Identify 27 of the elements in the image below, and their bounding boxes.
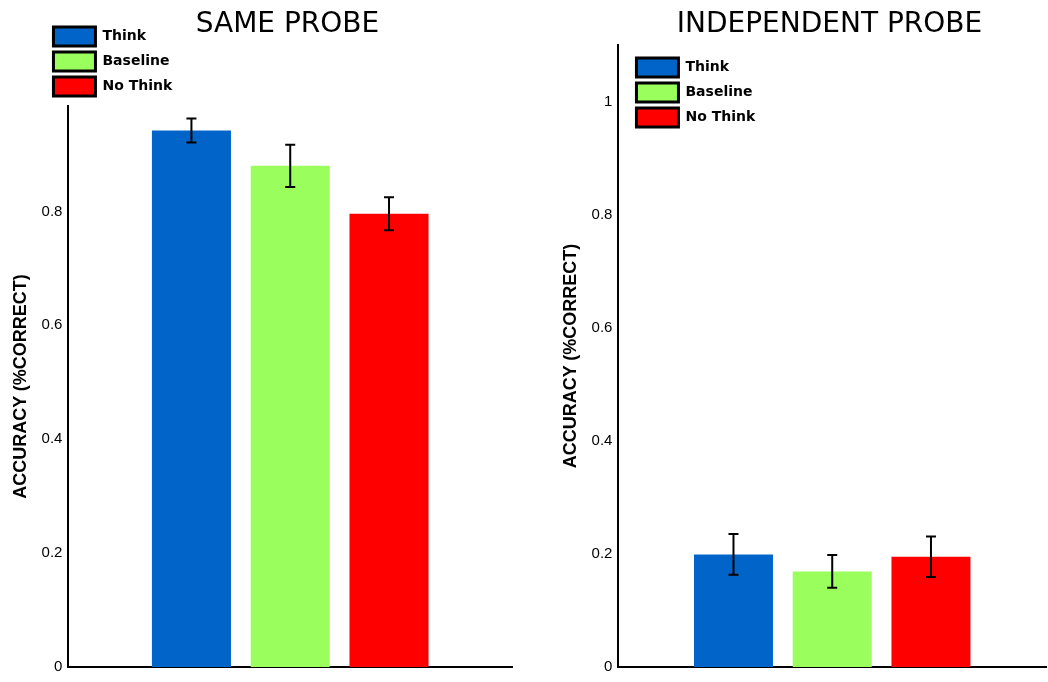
y-axis-title: ACCURACY (%CORRECT) — [559, 243, 580, 469]
y-tick-label: 0 — [54, 657, 63, 675]
bar — [349, 213, 429, 667]
y-axis-title: ACCURACY (%CORRECT) — [9, 274, 30, 499]
bar — [151, 130, 231, 667]
legend-label: Think — [102, 27, 147, 44]
bar — [693, 554, 773, 667]
legend-label: Think — [685, 58, 730, 75]
y-tick-label: 0.6 — [41, 315, 63, 333]
y-tick-label: 1 — [604, 91, 613, 109]
bar — [250, 165, 330, 667]
y-tick-label: 0.4 — [591, 430, 613, 448]
bar — [792, 571, 872, 667]
y-tick-label: 0 — [604, 657, 613, 675]
chart-title: SAME PROBE — [195, 6, 380, 39]
y-tick-label: 0.6 — [591, 317, 613, 335]
y-tick-label: 0.8 — [591, 204, 613, 222]
y-tick-label: 0.2 — [591, 544, 613, 562]
bar — [891, 556, 971, 667]
y-tick-label: 0.8 — [41, 201, 63, 219]
legend-label: No Think — [102, 77, 173, 94]
y-tick-label: 0.2 — [41, 543, 63, 561]
chart-title: INDEPENDENT PROBE — [676, 6, 983, 39]
legend-label: Baseline — [102, 52, 170, 69]
legend-label: Baseline — [685, 83, 753, 100]
y-tick-label: 0.4 — [41, 429, 63, 447]
legend-label: No Think — [685, 108, 756, 125]
